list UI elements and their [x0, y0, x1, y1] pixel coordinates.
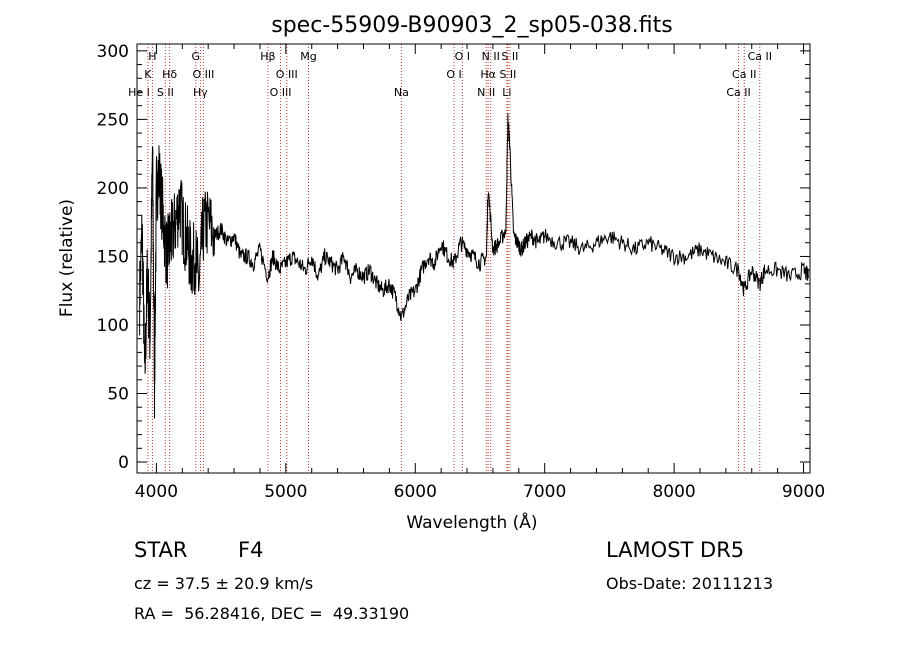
- line-marker-label: S II: [499, 68, 516, 81]
- redshift-velocity: cz = 37.5 ± 20.9 km/s: [134, 574, 314, 593]
- y-tick-label: 200: [97, 179, 129, 199]
- object-subclass: F4: [238, 538, 264, 562]
- chart-title: spec-55909-B90903_2_sp05-038.fits: [271, 13, 673, 38]
- line-marker-label: O III: [192, 68, 214, 81]
- y-tick-label: 300: [97, 42, 129, 62]
- x-tick-label: 7000: [523, 482, 566, 502]
- x-axis-label: Wavelength (Å): [406, 511, 537, 533]
- survey-name: LAMOST DR5: [606, 538, 745, 562]
- axes: 4000 5000 6000 7000 8000 9000 0 50 100 150 200 250 3…: [97, 42, 826, 502]
- y-tick-label: 250: [97, 110, 129, 130]
- line-marker-label: Hβ: [260, 50, 275, 63]
- line-marker-label: G: [191, 50, 200, 63]
- line-marker-label: H: [148, 50, 156, 63]
- line-marker-label: O III: [276, 68, 298, 81]
- line-marker-label: Hδ: [162, 68, 177, 81]
- object-class: STAR: [134, 538, 188, 562]
- line-marker-label: K: [144, 68, 152, 81]
- line-marker-label: He I: [128, 86, 150, 99]
- y-tick-label: 0: [118, 453, 129, 473]
- line-marker-label: O I: [455, 50, 470, 63]
- coordinates: RA = 56.28416, DEC = 49.33190: [134, 604, 410, 623]
- line-marker-label: Ca II: [748, 50, 772, 63]
- line-marker-label: N II: [477, 86, 495, 99]
- x-tick-label: 5000: [264, 482, 307, 502]
- line-marker-label: Mg: [300, 50, 316, 63]
- observation-date: Obs-Date: 20111213: [606, 574, 774, 593]
- line-marker-label: N II: [482, 50, 500, 63]
- y-tick-label: 150: [97, 247, 129, 267]
- y-tick-label: 100: [97, 316, 129, 336]
- x-tick-label: 9000: [782, 482, 825, 502]
- spectrum-series: [139, 113, 810, 419]
- x-tick-label: 8000: [652, 482, 695, 502]
- line-marker-label: O I: [446, 68, 461, 81]
- line-marker-label: S II: [501, 50, 518, 63]
- x-tick-label: 4000: [135, 482, 178, 502]
- line-marker-label: O III: [270, 86, 292, 99]
- line-marker-label: Li: [502, 86, 511, 99]
- y-tick-label: 50: [107, 385, 129, 405]
- line-marker-label: Ca II: [726, 86, 750, 99]
- x-tick-label: 6000: [394, 482, 437, 502]
- plot-frame: [136, 43, 811, 474]
- spectrum-line: [139, 113, 810, 419]
- y-axis-label: Flux (relative): [57, 199, 77, 317]
- line-marker-label: S II: [157, 86, 174, 99]
- line-marker-label: Ca II: [732, 68, 756, 81]
- line-marker-label: Hα: [480, 68, 496, 81]
- line-marker-label: Hγ: [193, 86, 208, 99]
- line-marker-label: Na: [394, 86, 409, 99]
